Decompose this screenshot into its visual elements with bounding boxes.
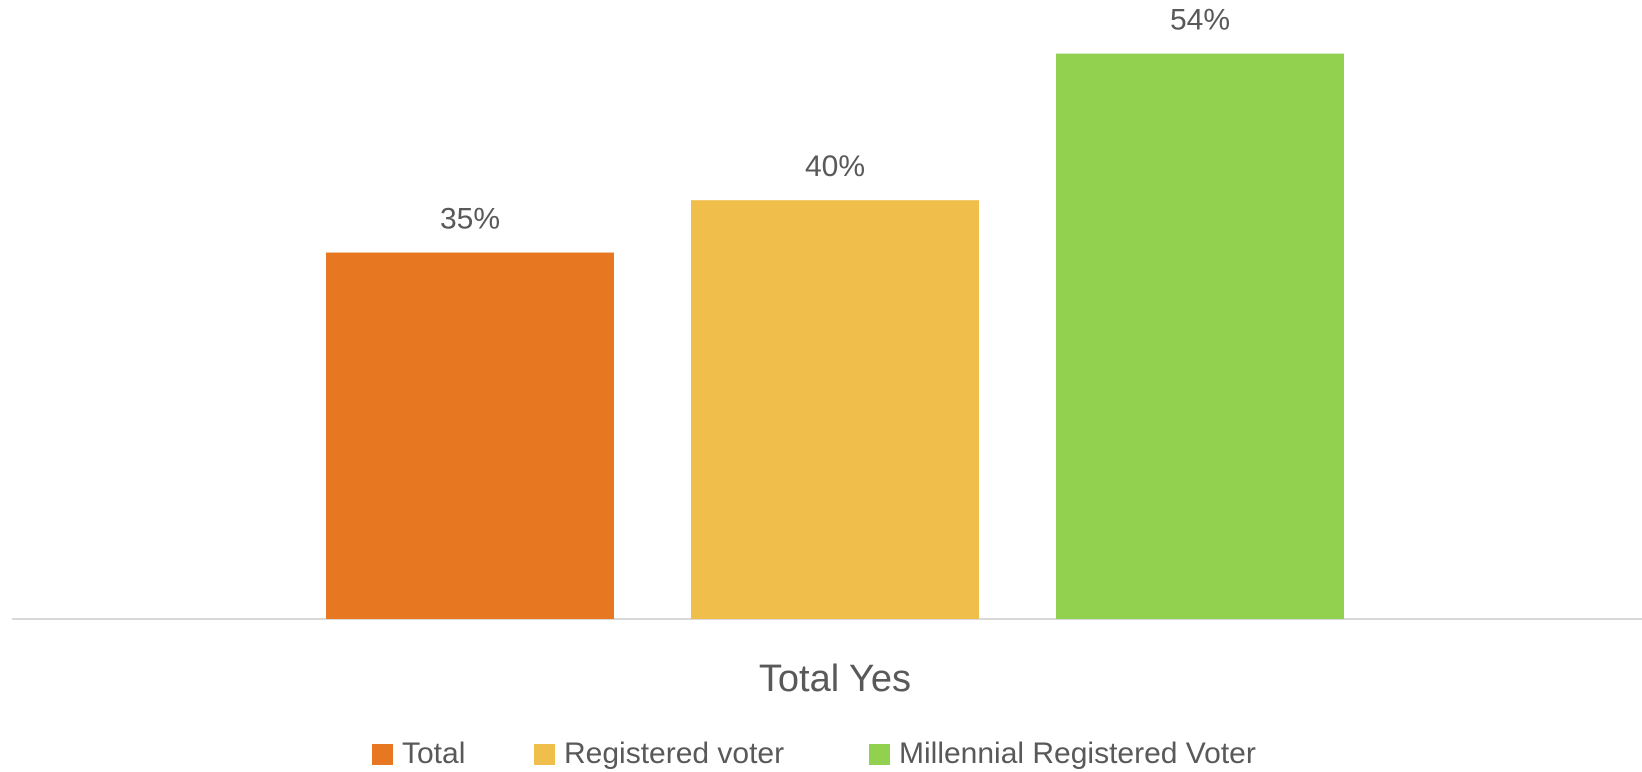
legend-label: Total [402,737,465,770]
bar [1056,53,1344,620]
legend-label: Registered voter [564,737,784,770]
bar [691,200,979,619]
legend-swatch [372,744,393,765]
legend-label: Millennial Registered Voter [899,737,1256,770]
legend-swatch [869,744,890,765]
legend-swatch [534,744,555,765]
x-tick-label: Total Yes [759,658,911,700]
bar [326,252,614,620]
data-label: 35% [440,202,500,235]
data-label: 40% [805,150,865,183]
data-label: 54% [1170,4,1230,37]
